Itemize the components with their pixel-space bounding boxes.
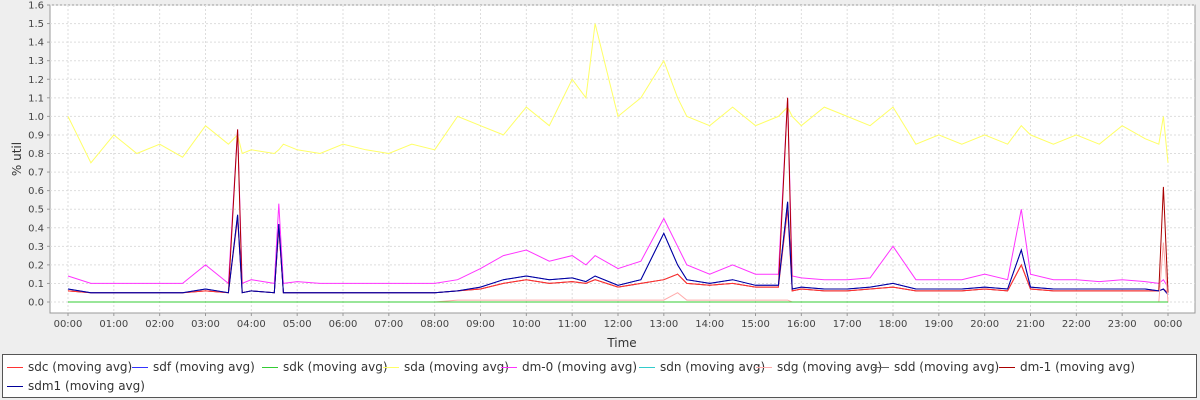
legend-item: dm-1 (moving avg)	[999, 358, 1135, 376]
legend-item: sdk (moving avg)	[262, 358, 388, 376]
legend-label: dm-1 (moving avg)	[1020, 360, 1136, 374]
legend-item: sdn (moving avg)	[639, 358, 765, 376]
x-tick-label: 22:00	[1062, 319, 1091, 330]
legend-label: sdf (moving avg)	[153, 360, 255, 374]
legend-item: sdc (moving avg)	[7, 358, 132, 376]
y-tick-label: 0.4	[28, 223, 44, 234]
legend-label: sdc (moving avg)	[28, 360, 133, 374]
y-tick-label: 0.1	[28, 279, 44, 290]
x-tick-label: 04:00	[237, 319, 266, 330]
legend-swatch	[873, 366, 889, 368]
legend-swatch	[383, 366, 399, 368]
y-tick-label: 0.2	[28, 260, 44, 271]
legend-label: sdg (moving avg)	[777, 360, 883, 374]
y-axis-ticks: 0.0 0.1 0.2 0.3 0.4 0.5 0.6 0.7 0.8 0.9 1.0 1.1 1.2 1…	[28, 1, 50, 309]
x-tick-label: 19:00	[924, 319, 953, 330]
legend-item: sdd (moving avg)	[873, 358, 999, 376]
legend-swatch	[999, 366, 1015, 368]
series-line-dm-0	[67, 97, 1169, 288]
x-tick-label: 09:00	[466, 319, 495, 330]
legend-swatch	[756, 366, 772, 368]
legend-label: sdk (moving avg)	[283, 360, 388, 374]
series-line-sdm1	[67, 201, 1169, 295]
x-tick-label: 02:00	[145, 319, 174, 330]
x-tick-label: 10:00	[512, 319, 541, 330]
x-tick-label: 17:00	[833, 319, 862, 330]
y-axis-label: % util	[10, 142, 24, 176]
x-tick-label: 00:00	[54, 319, 83, 330]
legend-item: sdf (moving avg)	[132, 358, 255, 376]
x-tick-label: 20:00	[970, 319, 999, 330]
legend-label: sdd (moving avg)	[894, 360, 1000, 374]
x-tick-label: 14:00	[695, 319, 724, 330]
x-tick-label: 15:00	[741, 319, 770, 330]
x-tick-label: 07:00	[374, 319, 403, 330]
x-tick-label: 01:00	[99, 319, 128, 330]
x-tick-label: 06:00	[329, 319, 358, 330]
y-tick-label: 1.6	[28, 1, 44, 12]
y-tick-label: 0.9	[28, 130, 44, 141]
y-tick-label: 0.6	[28, 186, 44, 197]
series-lines	[67, 23, 1169, 303]
legend-swatch	[639, 366, 655, 368]
legend-label: sda (moving avg)	[404, 360, 509, 374]
legend-swatch	[7, 366, 23, 368]
legend-item: sda (moving avg)	[383, 358, 509, 376]
x-tick-label: 05:00	[283, 319, 312, 330]
y-tick-label: 1.0	[28, 112, 44, 123]
x-tick-label: 18:00	[879, 319, 908, 330]
legend-label: sdm1 (moving avg)	[28, 379, 145, 393]
x-tick-label: 11:00	[558, 319, 587, 330]
legend-swatch	[132, 366, 148, 368]
y-tick-label: 1.5	[28, 19, 44, 30]
y-tick-label: 0.3	[28, 242, 44, 253]
x-tick-label: 23:00	[1108, 319, 1137, 330]
legend-label: sdn (moving avg)	[660, 360, 766, 374]
x-tick-label: 08:00	[420, 319, 449, 330]
y-tick-label: 0.0	[28, 298, 44, 309]
x-axis-ticks: 00:00 01:00 02:00 03:00 04:00 05:00 06:00 07:00…	[54, 313, 1183, 330]
x-tick-label: 13:00	[649, 319, 678, 330]
legend-item: sdg (moving avg)	[756, 358, 882, 376]
y-tick-label: 1.2	[28, 75, 44, 86]
legend-item: sdm1 (moving avg)	[7, 377, 145, 395]
x-tick-label: 03:00	[191, 319, 220, 330]
legend-swatch	[501, 366, 517, 368]
x-tick-label: 00:00	[1154, 319, 1183, 330]
legend-label: dm-0 (moving avg)	[522, 360, 638, 374]
y-tick-label: 0.7	[28, 168, 44, 179]
x-axis-label: Time	[606, 336, 636, 350]
x-tick-label: 16:00	[787, 319, 816, 330]
x-tick-label: 12:00	[604, 319, 633, 330]
y-tick-label: 1.1	[28, 93, 44, 104]
y-tick-label: 0.5	[28, 205, 44, 216]
y-tick-label: 0.8	[28, 149, 44, 160]
legend: sdc (moving avg) sdf (moving avg) sdk (mov…	[2, 354, 1197, 398]
legend-item: dm-0 (moving avg)	[501, 358, 637, 376]
y-tick-label: 1.4	[28, 38, 44, 49]
line-chart: 0.0 0.1 0.2 0.3 0.4 0.5 0.6 0.7 0.8 0.9 1.0 1.1 1.2 1…	[10, 1, 1196, 350]
series-line-sda	[67, 23, 1169, 164]
legend-swatch	[7, 385, 23, 387]
x-tick-label: 21:00	[1016, 319, 1045, 330]
y-tick-label: 1.3	[28, 56, 44, 67]
legend-swatch	[262, 366, 278, 368]
